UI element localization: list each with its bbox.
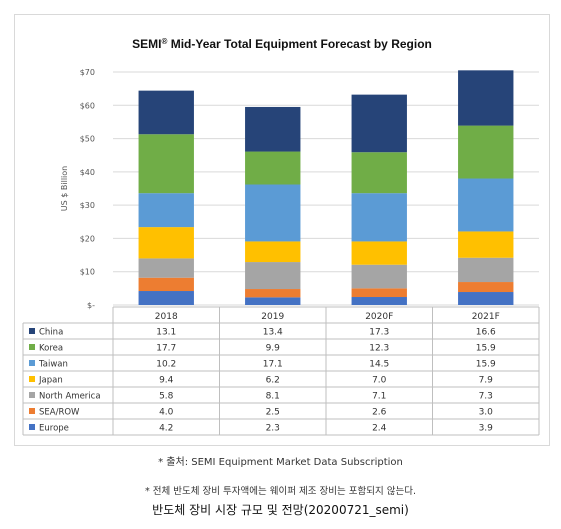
data-label-japan: 6.2 [266,376,280,386]
data-label-europe: 3.9 [479,424,494,434]
figure-caption: 반도체 장비 시장 규모 및 전망(20200721_semi) [152,503,409,517]
bar-sea-row-2020f [351,288,407,298]
bar-china-2018 [138,90,194,135]
bar-sea-row-2018 [138,277,194,292]
legend-swatch-japan [29,376,35,382]
data-label-north-america: 5.8 [159,392,174,402]
chart-card: SEMI® Mid-Year Total Equipment Forecast … [14,14,550,446]
y-tick-label: $20 [80,234,95,243]
bar-korea-2020f [351,152,407,194]
bar-japan-2018 [138,227,194,259]
data-label-sea-row: 3.0 [479,408,494,418]
legend-label-china: China [39,328,63,338]
y-tick-label: $40 [80,168,95,177]
data-label-europe: 2.3 [266,424,280,434]
bar-taiwan-2019 [245,184,301,242]
bar-taiwan-2020f [351,193,407,242]
data-label-japan: 7.9 [479,376,494,386]
bar-north-america-2018 [138,258,194,278]
bar-north-america-2019 [245,262,301,290]
bar-north-america-2021f [458,257,514,283]
y-tick-label: $60 [80,101,95,110]
data-label-europe: 2.4 [372,424,387,434]
bar-china-2019 [245,106,301,152]
bar-china-2020f [351,94,407,153]
bar-taiwan-2018 [138,193,194,228]
bar-korea-2018 [138,134,194,194]
x-tick-label: 2020F [365,312,393,322]
bar-korea-2021f [458,125,514,179]
data-label-korea: 17.7 [156,344,176,354]
legend-swatch-europe [29,424,35,430]
y-tick-label: $- [87,301,95,310]
data-label-japan: 7.0 [372,376,387,386]
bar-japan-2021f [458,231,514,258]
legend-label-taiwan: Taiwan [38,360,68,370]
data-label-korea: 15.9 [476,344,496,354]
y-tick-label: $50 [80,135,95,144]
data-label-sea-row: 4.0 [159,408,174,418]
source-note: * 출처: SEMI Equipment Market Data Subscri… [158,457,403,468]
data-label-europe: 4.2 [159,424,173,434]
legend-label-north-america: North America [39,392,101,402]
bar-north-america-2020f [351,264,407,289]
footnote: * 전체 반도체 장비 투자액에는 웨이퍼 제조 장비는 포함되지 않는다. [145,486,416,497]
data-label-taiwan: 14.5 [369,360,389,370]
x-tick-label: 2018 [155,312,178,322]
data-label-north-america: 7.3 [479,392,493,402]
y-axis-label: US $ Billion [60,166,69,211]
data-label-north-america: 8.1 [266,392,280,402]
data-label-china: 17.3 [369,328,389,338]
data-label-sea-row: 2.6 [372,408,387,418]
data-label-north-america: 7.1 [372,392,386,402]
data-label-taiwan: 15.9 [476,360,496,370]
bar-taiwan-2021f [458,178,514,232]
chart-title: SEMI® Mid-Year Total Equipment Forecast … [132,37,432,51]
bar-europe-2021f [458,292,514,305]
legend-label-korea: Korea [39,344,63,354]
equipment-forecast-chart: SEMI® Mid-Year Total Equipment Forecast … [22,37,540,436]
legend-label-sea-row: SEA/ROW [39,408,80,418]
legend-swatch-north-america [29,392,35,398]
bar-europe-2018 [138,291,194,305]
data-label-sea-row: 2.5 [266,408,280,418]
data-label-korea: 9.9 [266,344,281,354]
data-label-taiwan: 17.1 [263,360,283,370]
bar-europe-2019 [245,297,301,305]
bar-japan-2019 [245,241,301,263]
legend-swatch-korea [29,344,35,350]
x-tick-label: 2019 [261,312,284,322]
bar-china-2021f [458,70,514,126]
data-label-taiwan: 10.2 [156,360,176,370]
data-label-china: 13.1 [156,328,176,338]
data-label-japan: 9.4 [159,376,174,386]
legend-label-japan: Japan [38,376,63,386]
y-tick-label: $10 [80,268,95,277]
bar-japan-2020f [351,241,407,265]
y-tick-label: $70 [80,68,95,77]
bar-korea-2019 [245,151,301,185]
legend-swatch-sea-row [29,408,35,414]
data-label-china: 13.4 [263,328,283,338]
bar-europe-2020f [351,297,407,305]
data-label-china: 16.6 [476,328,496,338]
y-tick-label: $30 [80,201,95,210]
data-label-korea: 12.3 [369,344,389,354]
bar-sea-row-2021f [458,282,514,293]
legend-label-europe: Europe [39,424,69,434]
legend-swatch-china [29,328,35,334]
legend-swatch-taiwan [29,360,35,366]
x-tick-label: 2021F [472,312,500,322]
bar-sea-row-2019 [245,289,301,298]
